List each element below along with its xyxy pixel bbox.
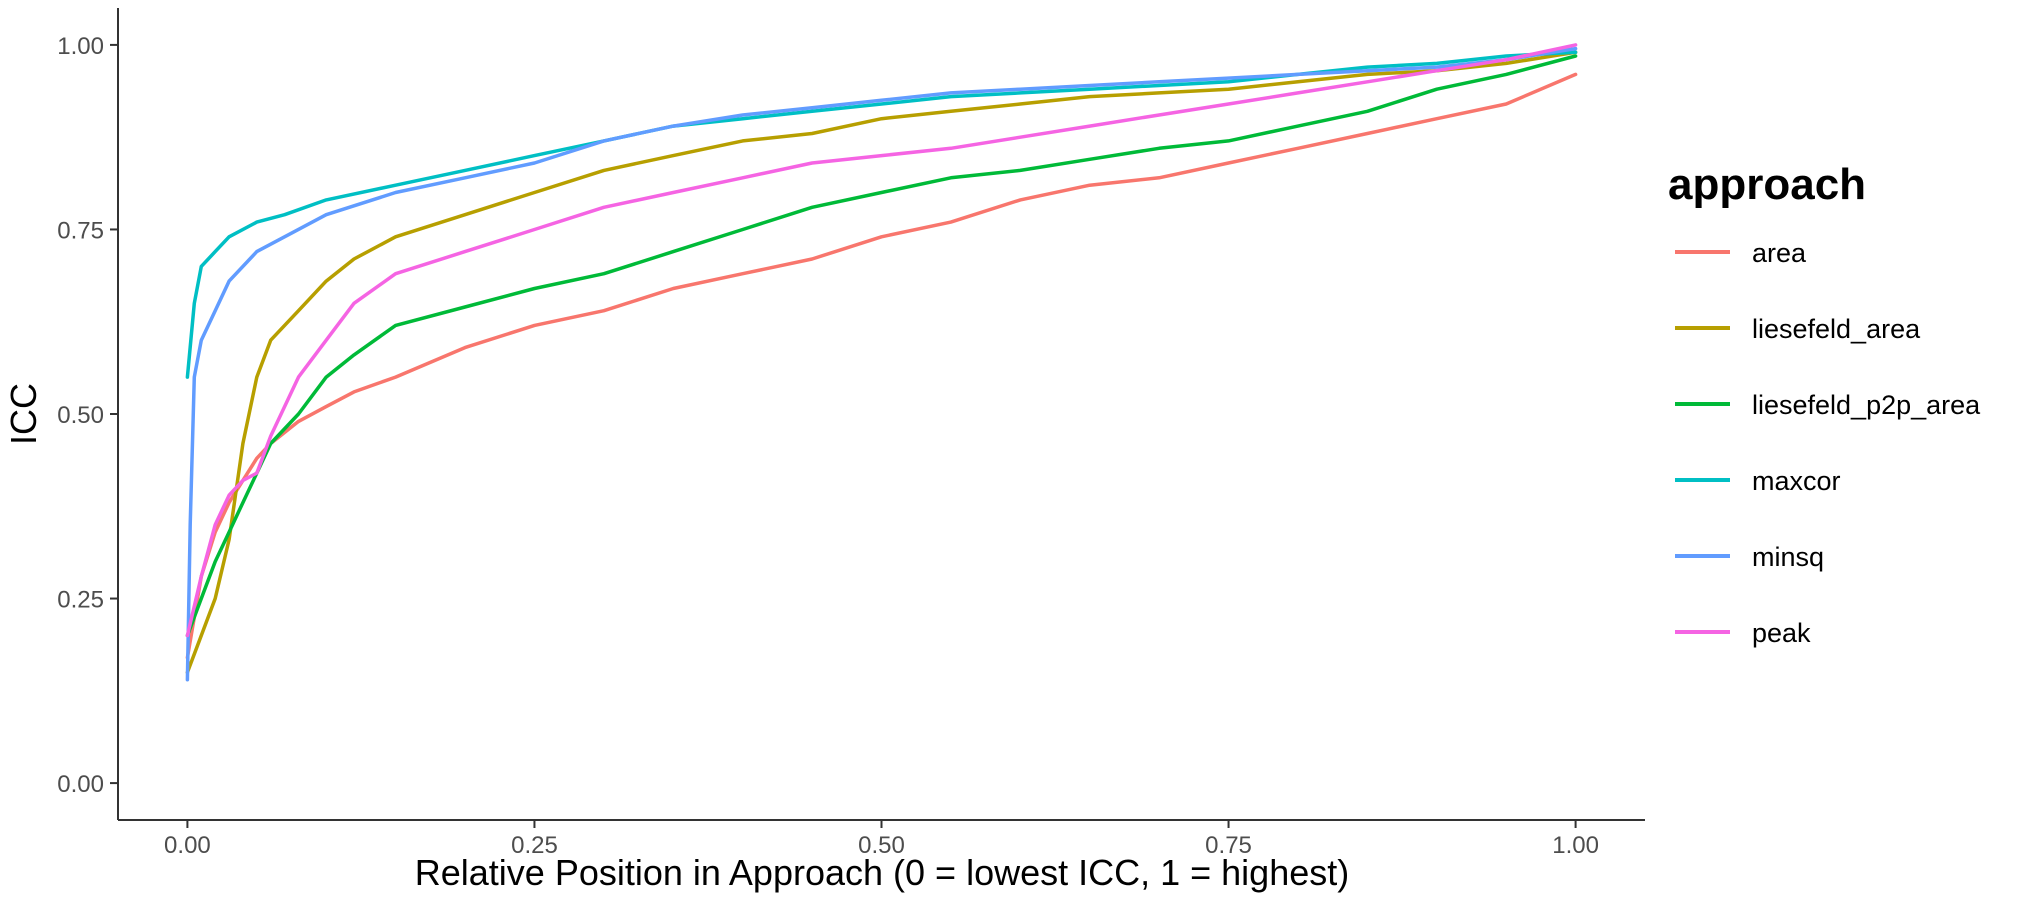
legend-label: minsq xyxy=(1752,542,1824,572)
legend-item-peak: peak xyxy=(1675,618,1811,648)
x-tick-label: 1.00 xyxy=(1552,832,1599,859)
legend-item-maxcor: maxcor xyxy=(1675,466,1841,496)
x-tick-label: 0.00 xyxy=(164,832,211,859)
y-axis-title: ICC xyxy=(3,383,44,445)
legend: approach area liesefeld_area liesefeld_p2p… xyxy=(1668,160,1981,648)
legend-label: maxcor xyxy=(1752,466,1841,496)
series-lines xyxy=(185,43,1578,682)
y-tick-label: 1.00 xyxy=(57,33,104,60)
legend-title: approach xyxy=(1668,160,1866,209)
legend-label: liesefeld_area xyxy=(1752,314,1921,344)
y-tick-label: 0.75 xyxy=(57,217,104,244)
axis-titles: Relative Position in Approach (0 = lowes… xyxy=(3,383,1349,893)
legend-label: peak xyxy=(1752,618,1811,648)
x-axis-title: Relative Position in Approach (0 = lowes… xyxy=(415,852,1350,893)
y-tick-label: 0.00 xyxy=(57,771,104,798)
series-line-minsq xyxy=(185,46,1578,682)
x-tick-label: 0.75 xyxy=(1205,832,1252,859)
y-tick-label: 0.25 xyxy=(57,587,104,614)
axes xyxy=(117,8,1645,821)
legend-label: area xyxy=(1752,238,1807,268)
legend-item-area: area xyxy=(1675,238,1807,268)
series-line-area xyxy=(185,72,1578,660)
legend-item-liesefeld-area: liesefeld_area xyxy=(1675,314,1921,344)
y-tick-label: 0.50 xyxy=(57,402,104,429)
legend-item-minsq: minsq xyxy=(1675,542,1824,572)
x-tick-label: 0.50 xyxy=(858,832,905,859)
series-line-peak xyxy=(185,43,1578,638)
series-line-liesefeld-area xyxy=(185,50,1578,675)
legend-item-liesefeld-p2p-area: liesefeld_p2p_area xyxy=(1675,390,1981,420)
x-tick-label: 0.25 xyxy=(511,832,558,859)
legend-label: liesefeld_p2p_area xyxy=(1752,390,1981,420)
axis-ticks: 0.00 0.25 0.50 0.75 1.00 0.00 0.25 0.50 0.75 1.00 xyxy=(57,33,1599,859)
series-line-liesefeld-p2p-area xyxy=(185,54,1578,638)
